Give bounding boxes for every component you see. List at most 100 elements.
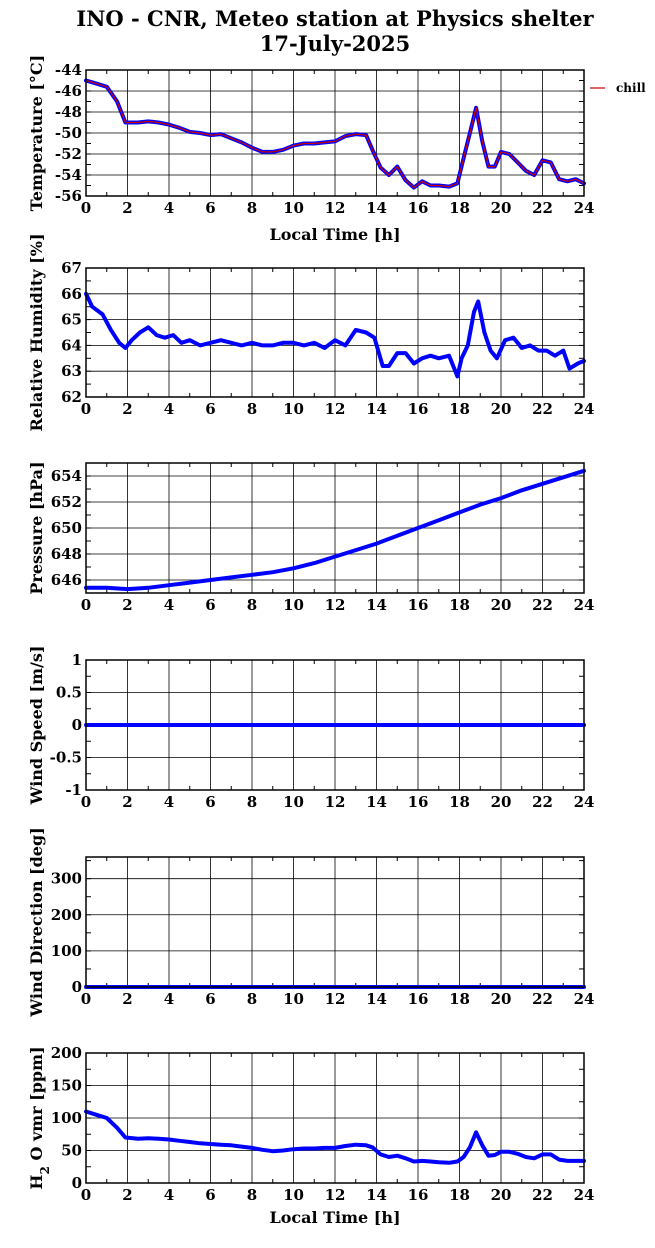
y-tick-label: -52 — [55, 145, 82, 163]
series-line-pressure — [84, 468, 586, 592]
y-tick-label: -46 — [55, 82, 82, 100]
x-tick-label: 2 — [122, 1186, 132, 1204]
x-tick-label: 6 — [205, 990, 215, 1008]
x-tick-label: 14 — [366, 596, 387, 614]
figure-title-line1: INO - CNR, Meteo station at Physics shel… — [76, 6, 594, 31]
y-tick-label: 0 — [72, 1174, 82, 1192]
x-tick-label: 16 — [408, 1186, 429, 1204]
x-tick-label: 20 — [491, 1186, 512, 1204]
x-tick-label: 0 — [81, 990, 91, 1008]
chart-panels: 0 2 4 6 8 10 12 14 16 18 20 22 24-56-54-52-50-48-46-… — [27, 55, 646, 1227]
series-line-h2o-vmr — [84, 1109, 586, 1165]
x-tick-label: 4 — [164, 793, 174, 811]
y-tick-label: 200 — [51, 1044, 82, 1062]
x-tick-label: 8 — [247, 1186, 257, 1204]
x-tick-label: 12 — [325, 1186, 346, 1204]
x-tick-label: 0 — [81, 400, 91, 418]
x-tick-label: 2 — [122, 990, 132, 1008]
x-tick-label: 0 — [81, 199, 91, 217]
x-tick-label: 4 — [164, 990, 174, 1008]
y-tick-label: -54 — [55, 166, 82, 184]
x-tick-label: 8 — [247, 793, 257, 811]
x-tick-label: 22 — [532, 400, 553, 418]
x-tick-label: 12 — [325, 990, 346, 1008]
y-tick-label: -1 — [65, 781, 82, 799]
y-tick-label: 66 — [61, 285, 82, 303]
x-tick-label: 20 — [491, 596, 512, 614]
y-tick-label: 100 — [51, 1109, 82, 1127]
x-tick-label: 24 — [574, 990, 595, 1008]
y-tick-label: -56 — [55, 187, 82, 205]
y-tick-label: -0.5 — [50, 749, 82, 767]
x-tick-label: 18 — [449, 400, 470, 418]
x-tick-label: 4 — [164, 1186, 174, 1204]
x-axis-label: Local Time [h] — [269, 1208, 400, 1227]
x-tick-label: 6 — [205, 400, 215, 418]
x-tick-label: 12 — [325, 596, 346, 614]
y-axis-label: Pressure [hPa] — [27, 461, 46, 594]
x-tick-label: 22 — [532, 596, 553, 614]
x-tick-label: 20 — [491, 990, 512, 1008]
y-axis-label: Temperature [°C] — [27, 55, 46, 211]
x-tick-label: 6 — [205, 1186, 215, 1204]
series-line-humidity — [84, 291, 586, 379]
x-tick-label: 20 — [491, 400, 512, 418]
x-tick-label: 0 — [81, 596, 91, 614]
x-tick-label: 14 — [366, 199, 387, 217]
y-tick-label: 50 — [61, 1142, 82, 1160]
x-tick-label: 16 — [408, 400, 429, 418]
y-tick-label: 650 — [51, 519, 82, 537]
x-tick-label: 16 — [408, 793, 429, 811]
x-tick-label: 24 — [574, 1186, 595, 1204]
y-tick-label: 0.5 — [56, 684, 82, 702]
x-tick-label: 24 — [574, 596, 595, 614]
x-tick-label: 2 — [122, 400, 132, 418]
x-tick-label: 18 — [449, 1186, 470, 1204]
y-tick-label: 300 — [51, 870, 82, 888]
x-tick-label: 24 — [574, 793, 595, 811]
x-tick-label: 18 — [449, 596, 470, 614]
x-tick-label: 8 — [247, 199, 257, 217]
x-tick-label: 4 — [164, 400, 174, 418]
x-tick-label: 16 — [408, 199, 429, 217]
y-axis-label: H2 O vmr [ppm] — [27, 1046, 52, 1189]
x-tick-label: 6 — [205, 596, 215, 614]
y-axis-label: Relative Humidity [%] — [27, 233, 46, 431]
plot-frame — [85, 69, 585, 197]
y-tick-label: 646 — [51, 571, 82, 589]
x-tick-label: 0 — [81, 1186, 91, 1204]
x-tick-label: 6 — [205, 199, 215, 217]
x-tick-label: 8 — [247, 990, 257, 1008]
x-tick-label: 18 — [449, 990, 470, 1008]
x-tick-label: 12 — [325, 793, 346, 811]
x-tick-label: 22 — [532, 199, 553, 217]
x-tick-label: 2 — [122, 793, 132, 811]
plot-frame — [85, 267, 585, 398]
x-tick-label: 22 — [532, 793, 553, 811]
x-tick-label: 10 — [283, 793, 304, 811]
series-line-temperature-chill — [85, 79, 585, 189]
y-tick-label: 62 — [61, 388, 82, 406]
x-tick-label: 2 — [122, 199, 132, 217]
y-tick-label: 67 — [61, 259, 82, 277]
plot-frame — [85, 659, 585, 791]
panel-pressure: 0 2 4 6 8 10 12 14 16 18 20 22 24646648650652654Pres… — [27, 461, 594, 614]
x-tick-label: 10 — [283, 990, 304, 1008]
x-tick-label: 14 — [366, 400, 387, 418]
x-tick-label: 24 — [574, 199, 595, 217]
y-tick-label: 0 — [72, 716, 82, 734]
y-tick-label: 200 — [51, 906, 82, 924]
y-tick-label: 654 — [51, 467, 82, 485]
y-tick-label: 65 — [61, 311, 82, 329]
y-tick-label: 63 — [61, 362, 82, 380]
plot-frame — [85, 856, 585, 988]
plot-frame — [85, 1052, 585, 1184]
legend-label-chill: chill — [616, 81, 646, 95]
y-tick-label: 0 — [72, 978, 82, 996]
x-tick-label: 12 — [325, 199, 346, 217]
x-tick-label: 6 — [205, 793, 215, 811]
x-tick-label: 2 — [122, 596, 132, 614]
panel-temperature: 0 2 4 6 8 10 12 14 16 18 20 22 24-56-54-52-50-48-46-… — [27, 55, 646, 244]
